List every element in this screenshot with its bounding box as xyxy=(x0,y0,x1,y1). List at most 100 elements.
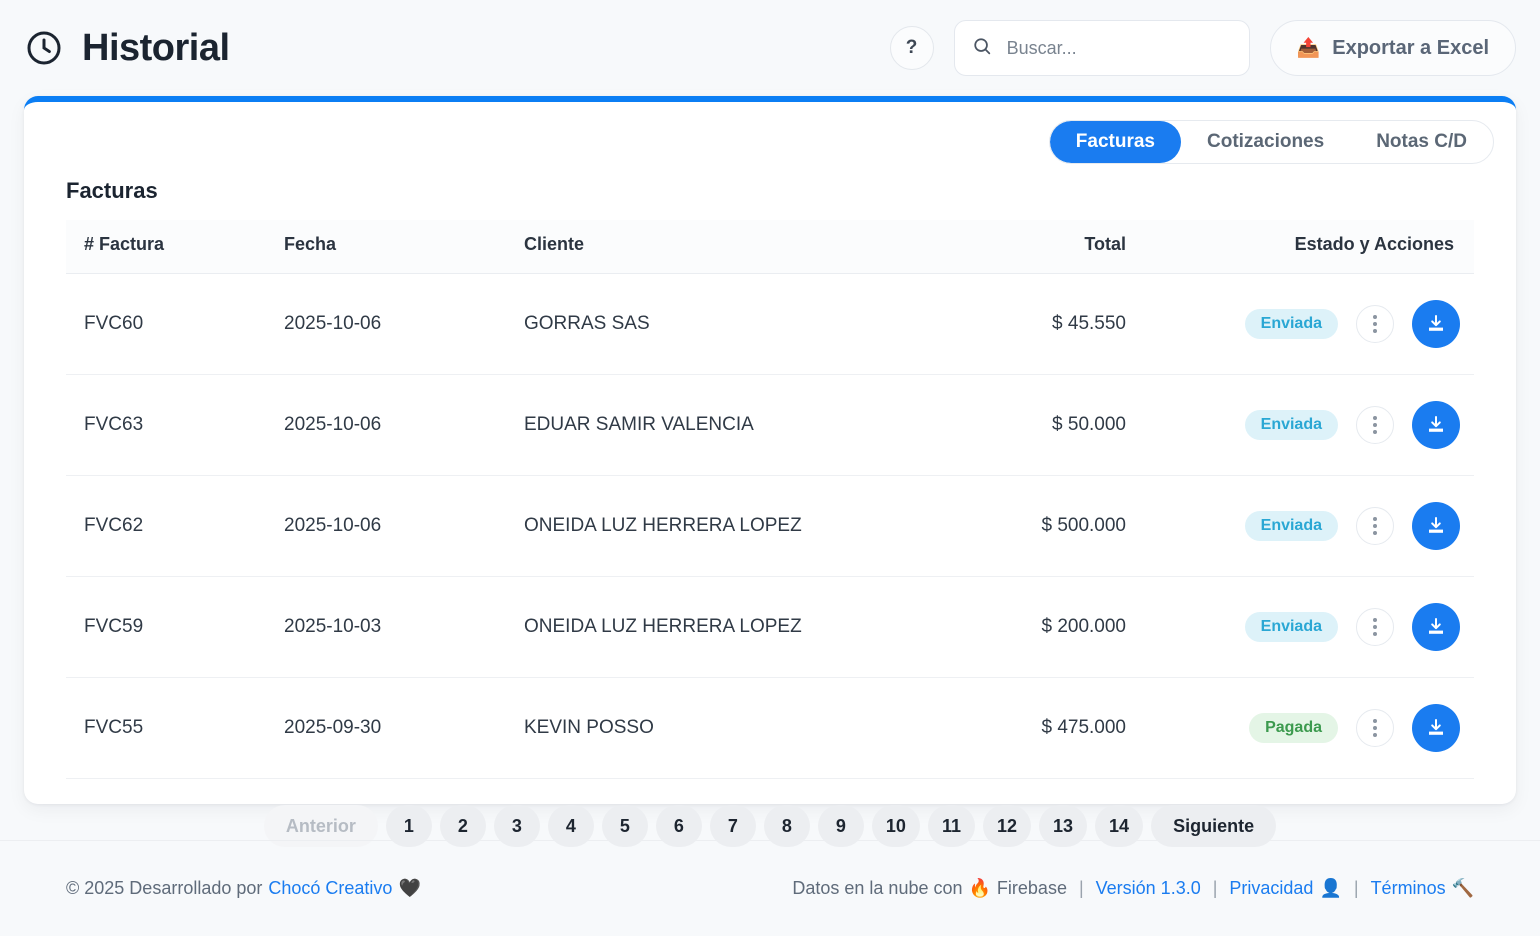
firebase-icon: 🔥 xyxy=(968,878,991,898)
cell-total: $ 475.000 xyxy=(964,677,1144,779)
row-menu-button[interactable] xyxy=(1356,608,1394,646)
developer-link[interactable]: Chocó Creativo xyxy=(268,878,393,898)
help-button[interactable]: ? xyxy=(889,26,934,70)
history-card: Facturas Cotizaciones Notas C/D Facturas… xyxy=(24,96,1516,847)
footer-left: © 2025 Desarrollado por Chocó Creativo 🖤 xyxy=(66,878,421,899)
footer-separator: | xyxy=(1212,878,1218,898)
cell-cliente: KEVIN POSSO xyxy=(506,677,964,779)
column-header-total: Total xyxy=(964,220,1144,274)
tab-group: Facturas Cotizaciones Notas C/D xyxy=(1048,120,1494,164)
cloud-text: Datos en la nube con xyxy=(792,878,963,898)
column-header-estado-acciones: Estado y Acciones xyxy=(1144,220,1474,274)
outbox-tray-icon: 📤 xyxy=(1296,38,1321,59)
row-menu-button[interactable] xyxy=(1356,507,1394,545)
export-button-label: Exportar a Excel xyxy=(1332,36,1489,59)
section-title: Facturas xyxy=(66,178,158,203)
download-icon xyxy=(1429,315,1443,331)
download-icon xyxy=(1429,517,1443,533)
download-icon xyxy=(1429,618,1443,634)
search-box[interactable] xyxy=(953,20,1250,76)
cell-cliente: ONEIDA LUZ HERRERA LOPEZ xyxy=(506,475,964,577)
cell-estado-acciones: Enviada xyxy=(1144,273,1474,375)
kebab-dot-icon xyxy=(1373,531,1377,535)
heart-icon: 🖤 xyxy=(398,878,421,898)
row-menu-button[interactable] xyxy=(1356,406,1394,444)
cell-total: $ 50.000 xyxy=(964,374,1144,476)
column-header-factura: # Factura xyxy=(66,220,266,274)
table-head: # Factura Fecha Cliente Total Estado y A… xyxy=(66,220,1474,274)
cell-factura: FVC62 xyxy=(66,475,266,577)
table-row[interactable]: FVC60 2025-10-06 GORRAS SAS $ 45.550 Env… xyxy=(66,273,1474,375)
cell-estado-acciones: Enviada xyxy=(1144,576,1474,678)
footer-separator: | xyxy=(1078,878,1084,898)
cell-cliente: ONEIDA LUZ HERRERA LOPEZ xyxy=(506,576,964,678)
table-row[interactable]: FVC63 2025-10-06 EDUAR SAMIR VALENCIA $ … xyxy=(66,374,1474,476)
cell-estado-acciones: Enviada xyxy=(1144,475,1474,577)
status-badge: Enviada xyxy=(1244,410,1338,440)
export-to-excel-button[interactable]: 📤 Exportar a Excel xyxy=(1269,20,1516,76)
cell-estado-acciones: Enviada xyxy=(1144,374,1474,476)
status-badge: Enviada xyxy=(1244,511,1338,541)
cell-fecha: 2025-10-06 xyxy=(266,475,506,577)
brand: Historial xyxy=(24,27,230,70)
tabs-row: Facturas Cotizaciones Notas C/D xyxy=(24,102,1516,164)
kebab-dot-icon xyxy=(1373,733,1377,737)
status-badge: Pagada xyxy=(1249,713,1338,743)
search-icon xyxy=(971,35,993,62)
kebab-dot-icon xyxy=(1373,618,1377,622)
row-menu-button[interactable] xyxy=(1356,709,1394,747)
privacy-user-icon: 👤 xyxy=(1319,878,1342,898)
tab-facturas[interactable]: Facturas xyxy=(1049,121,1181,163)
column-header-cliente: Cliente xyxy=(506,220,964,274)
terms-hammer-icon: 🔨 xyxy=(1451,878,1474,898)
kebab-dot-icon xyxy=(1373,315,1377,319)
row-menu-button[interactable] xyxy=(1356,305,1394,343)
cell-total: $ 200.000 xyxy=(964,576,1144,678)
privacy-link[interactable]: Privacidad xyxy=(1229,878,1314,898)
kebab-dot-icon xyxy=(1373,726,1377,730)
kebab-dot-icon xyxy=(1373,430,1377,434)
download-button[interactable] xyxy=(1412,401,1460,449)
table-row[interactable]: FVC55 2025-09-30 KEVIN POSSO $ 475.000 P… xyxy=(66,677,1474,779)
cell-total: $ 45.550 xyxy=(964,273,1144,375)
table-row[interactable]: FVC62 2025-10-06 ONEIDA LUZ HERRERA LOPE… xyxy=(66,475,1474,577)
cell-factura: FVC55 xyxy=(66,677,266,779)
cell-fecha: 2025-10-03 xyxy=(266,576,506,678)
cell-factura: FVC63 xyxy=(66,374,266,476)
download-button[interactable] xyxy=(1412,704,1460,752)
cell-factura: FVC60 xyxy=(66,273,266,375)
footer-right: Datos en la nube con 🔥 Firebase | Versió… xyxy=(792,878,1474,899)
firebase-text: Firebase xyxy=(996,878,1067,898)
cell-fecha: 2025-10-06 xyxy=(266,273,506,375)
cell-cliente: EDUAR SAMIR VALENCIA xyxy=(506,374,964,476)
kebab-dot-icon xyxy=(1373,517,1377,521)
download-button[interactable] xyxy=(1412,300,1460,348)
copyright-text: © 2025 Desarrollado por xyxy=(66,878,263,898)
cell-estado-acciones: Pagada xyxy=(1144,677,1474,779)
terms-link[interactable]: Términos xyxy=(1370,878,1446,898)
kebab-dot-icon xyxy=(1373,322,1377,326)
cell-cliente: GORRAS SAS xyxy=(506,273,964,375)
footer: © 2025 Desarrollado por Chocó Creativo 🖤… xyxy=(0,840,1540,936)
download-button[interactable] xyxy=(1412,603,1460,651)
download-button[interactable] xyxy=(1412,502,1460,550)
tab-cotizaciones[interactable]: Cotizaciones xyxy=(1181,121,1350,163)
clock-icon xyxy=(24,28,64,68)
cell-fecha: 2025-09-30 xyxy=(266,677,506,779)
table-row[interactable]: FVC59 2025-10-03 ONEIDA LUZ HERRERA LOPE… xyxy=(66,576,1474,678)
cell-total: $ 500.000 xyxy=(964,475,1144,577)
top-bar-actions: ? 📤 Exportar a Excel xyxy=(889,20,1516,76)
table-body: FVC60 2025-10-06 GORRAS SAS $ 45.550 Env… xyxy=(66,273,1474,779)
version-link[interactable]: Versión 1.3.0 xyxy=(1095,878,1201,898)
status-badge: Enviada xyxy=(1244,309,1338,339)
invoices-table: # Factura Fecha Cliente Total Estado y A… xyxy=(66,220,1474,779)
tab-notas-cd[interactable]: Notas C/D xyxy=(1350,121,1493,163)
table-header-row: # Factura Fecha Cliente Total Estado y A… xyxy=(66,220,1474,274)
cell-fecha: 2025-10-06 xyxy=(266,374,506,476)
kebab-dot-icon xyxy=(1373,632,1377,636)
kebab-dot-icon xyxy=(1373,329,1377,333)
top-bar: Historial ? 📤 Exportar a Excel xyxy=(0,0,1540,96)
kebab-dot-icon xyxy=(1373,416,1377,420)
search-input[interactable] xyxy=(1004,36,1233,60)
